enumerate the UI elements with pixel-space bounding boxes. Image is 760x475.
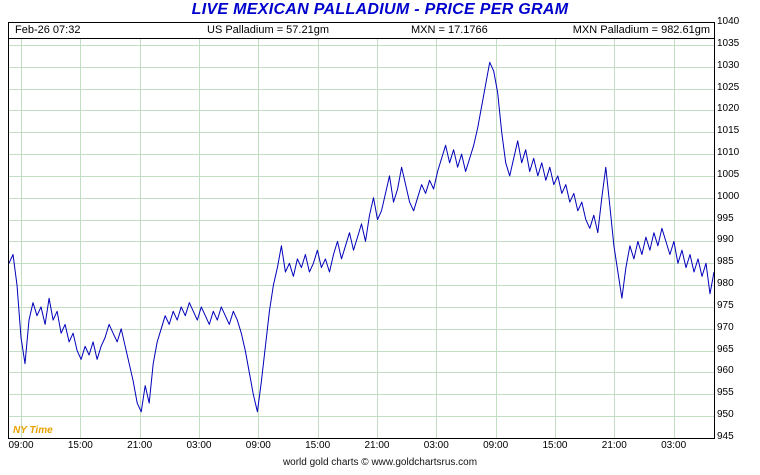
x-tick-label: 15:00 — [542, 440, 568, 451]
x-tick-label: 03:00 — [423, 440, 449, 451]
mxn-palladium-quote: MXN Palladium = 982.61gm — [572, 24, 710, 36]
x-tick-label: 21:00 — [364, 440, 390, 451]
y-tick-label: 990 — [717, 234, 734, 246]
us-palladium-quote: US Palladium = 57.21gm — [207, 24, 329, 36]
mxn-rate-quote: MXN = 17.1766 — [411, 24, 488, 36]
price-line — [9, 61, 714, 413]
x-tick-label: 15:00 — [305, 440, 331, 451]
plot-frame: Feb-26 07:32 US Palladium = 57.21gm MXN … — [8, 22, 715, 439]
y-tick-label: 1000 — [717, 190, 740, 202]
plot-svg — [9, 23, 714, 438]
y-tick-label: 1020 — [717, 103, 740, 115]
y-tick-label: 975 — [717, 299, 734, 311]
page-title: LIVE MEXICAN PALLADIUM - PRICE PER GRAM — [191, 1, 569, 18]
y-tick-label: 1035 — [717, 37, 740, 49]
y-tick-label: 980 — [717, 278, 734, 290]
x-tick-label: 15:00 — [67, 440, 93, 451]
y-tick-label: 1005 — [717, 168, 740, 180]
y-tick-label: 955 — [717, 387, 734, 399]
y-tick-label: 995 — [717, 212, 734, 224]
x-tick-label: 03:00 — [661, 440, 687, 451]
attribution-footer: world gold charts © www.goldchartsrus.co… — [282, 457, 478, 468]
x-tick-label: 21:00 — [601, 440, 627, 451]
y-tick-label: 945 — [717, 431, 734, 442]
y-tick-label: 970 — [717, 321, 734, 333]
y-tick-label: 1030 — [717, 59, 740, 71]
y-tick-label: 960 — [717, 365, 734, 377]
y-tick-label: 965 — [717, 343, 734, 355]
timestamp-label: Feb-26 07:32 — [15, 24, 81, 36]
x-tick-label: 09:00 — [8, 440, 34, 451]
y-tick-label: 985 — [717, 256, 734, 268]
quote-header: Feb-26 07:32 US Palladium = 57.21gm MXN … — [9, 23, 714, 39]
y-tick-label: 1015 — [717, 125, 740, 137]
y-tick-label: 1025 — [717, 81, 740, 93]
x-tick-label: 21:00 — [127, 440, 153, 451]
x-tick-label: 09:00 — [245, 440, 271, 451]
x-tick-label: 09:00 — [483, 440, 509, 451]
x-tick-label: 03:00 — [186, 440, 212, 451]
y-tick-label: 950 — [717, 409, 734, 421]
y-tick-label: 1040 — [717, 16, 740, 27]
timezone-label: NY Time — [13, 425, 53, 436]
y-tick-label: 1010 — [717, 147, 740, 159]
